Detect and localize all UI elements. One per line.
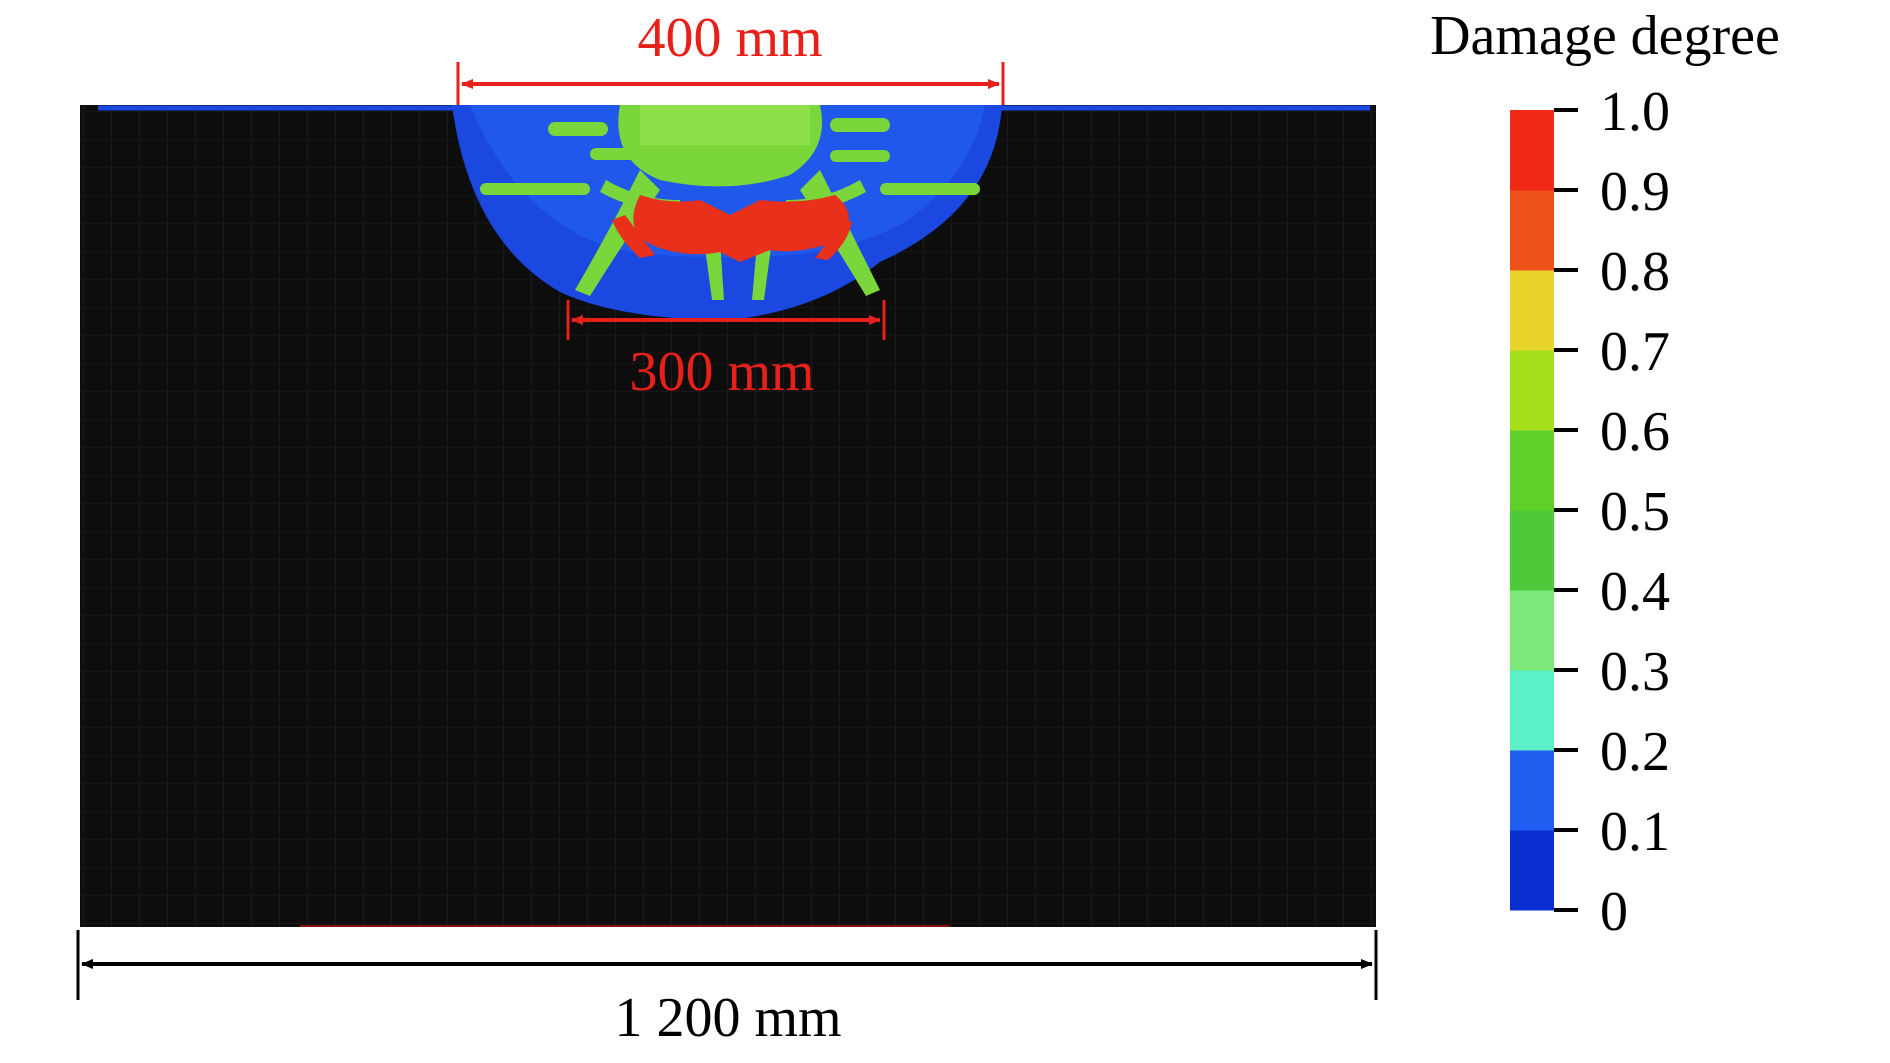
legend-color-segment <box>1510 110 1554 191</box>
legend-tick-label: 0.4 <box>1600 561 1670 623</box>
legend-tick-label: 0 <box>1600 881 1628 943</box>
legend-color-segment <box>1510 510 1554 591</box>
legend-tick-label: 1.0 <box>1600 81 1670 143</box>
legend-color-segment <box>1510 190 1554 271</box>
legend-tick-label: 0.7 <box>1600 321 1670 383</box>
legend-tick-label: 0.8 <box>1600 241 1670 303</box>
legend-color-segment <box>1510 430 1554 511</box>
legend-ticks: 1.0 0.9 0.8 0.7 0.6 0.5 0.4 0.3 0.2 0.1 0 <box>1554 81 1670 943</box>
legend-title: Damage degree <box>1430 5 1780 67</box>
legend-color-segment <box>1510 350 1554 431</box>
dimension-top-label: 400 mm <box>637 7 822 69</box>
legend-tick-label: 0.2 <box>1600 721 1670 783</box>
legend-tick-label: 0.5 <box>1600 481 1670 543</box>
legend-color-segment <box>1510 270 1554 351</box>
legend-tick-label: 0.3 <box>1600 641 1670 703</box>
legend-tick-label: 0.6 <box>1600 401 1670 463</box>
dimension-middle: 300 mm <box>566 300 886 403</box>
dimension-top: 400 mm <box>456 7 1005 105</box>
damage-crater <box>452 105 1002 320</box>
legend: Damage degree 1.0 0.9 0.8 0.7 0.6 0.5 0.4 0.3 0.… <box>1430 5 1780 943</box>
legend-color-segment <box>1510 590 1554 671</box>
legend-tick-label: 0.1 <box>1600 801 1670 863</box>
dimension-middle-label: 300 mm <box>629 341 814 403</box>
legend-color-segment <box>1510 830 1554 911</box>
damage-zone-red <box>612 195 852 262</box>
dimension-bottom: 1 200 mm <box>76 930 1378 1049</box>
legend-color-segment <box>1510 750 1554 831</box>
dimension-bottom-label: 1 200 mm <box>614 987 841 1049</box>
legend-color-bar <box>1510 110 1554 911</box>
legend-color-segment <box>1510 670 1554 751</box>
legend-tick-label: 0.9 <box>1600 161 1670 223</box>
